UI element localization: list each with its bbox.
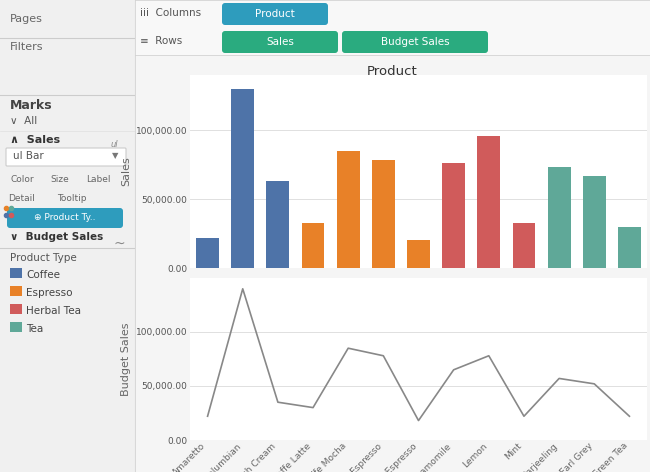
Text: Product Type: Product Type (10, 253, 77, 263)
Bar (407, 240, 430, 268)
Bar (372, 160, 395, 268)
Text: Budget Sales: Budget Sales (381, 37, 449, 47)
Bar (302, 222, 324, 268)
Bar (337, 151, 359, 268)
Bar (583, 176, 606, 268)
Text: Marks: Marks (10, 99, 53, 112)
Bar (477, 135, 500, 268)
Bar (266, 181, 289, 268)
Text: ~: ~ (113, 237, 125, 251)
Text: ul: ul (111, 140, 118, 149)
Text: Color: Color (10, 175, 34, 184)
Text: Label: Label (86, 175, 110, 184)
Text: Product: Product (255, 9, 295, 19)
Bar (196, 238, 219, 268)
Text: Product: Product (367, 66, 418, 78)
FancyBboxPatch shape (10, 268, 22, 278)
Bar (548, 168, 571, 268)
Text: iii  Columns: iii Columns (140, 8, 201, 18)
Bar (231, 89, 254, 268)
FancyBboxPatch shape (7, 208, 123, 228)
Y-axis label: Budget Sales: Budget Sales (122, 322, 131, 396)
Text: ∨  All: ∨ All (10, 116, 37, 126)
Text: ∨  Budget Sales: ∨ Budget Sales (10, 232, 103, 242)
FancyBboxPatch shape (6, 148, 126, 166)
Text: ⊕ Product Ty..: ⊕ Product Ty.. (34, 213, 96, 222)
Text: Sales: Sales (266, 37, 294, 47)
Text: Pages: Pages (10, 14, 43, 24)
Text: Coffee: Coffee (26, 270, 60, 280)
Y-axis label: Sales: Sales (122, 157, 131, 186)
Text: Herbal Tea: Herbal Tea (26, 306, 81, 316)
FancyBboxPatch shape (222, 31, 338, 53)
Bar (513, 222, 536, 268)
Text: Tea: Tea (26, 324, 44, 334)
Text: ∧  Sales: ∧ Sales (10, 135, 60, 145)
Text: Espresso: Espresso (26, 288, 73, 298)
FancyBboxPatch shape (10, 304, 22, 314)
Bar (618, 227, 641, 268)
Text: ≡  Rows: ≡ Rows (140, 36, 182, 46)
FancyBboxPatch shape (222, 3, 328, 25)
Text: ▼: ▼ (112, 151, 118, 160)
FancyBboxPatch shape (342, 31, 488, 53)
FancyBboxPatch shape (10, 286, 22, 296)
Text: Detail: Detail (8, 194, 36, 203)
FancyBboxPatch shape (10, 322, 22, 332)
Text: Tooltip: Tooltip (57, 194, 86, 203)
Text: Filters: Filters (10, 42, 44, 52)
Bar (442, 163, 465, 268)
Text: Size: Size (51, 175, 70, 184)
Text: ul Bar: ul Bar (13, 151, 44, 161)
